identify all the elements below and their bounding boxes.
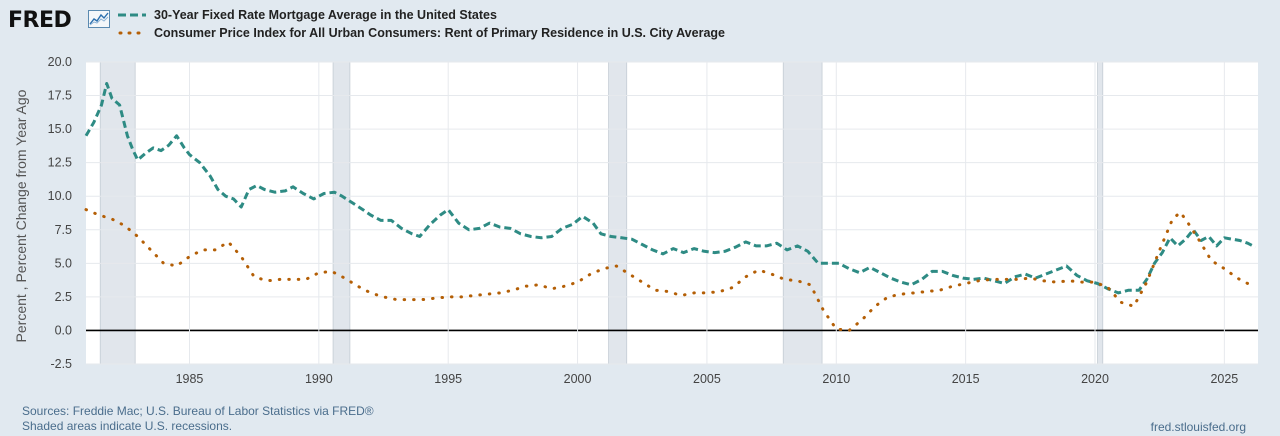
y-tick-label: -2.5	[50, 357, 72, 371]
y-tick-label: 17.5	[48, 89, 72, 103]
recession-band-0	[99, 61, 136, 365]
x-tick-label: 2005	[693, 372, 721, 386]
fred-logo[interactable]: FRED	[8, 8, 72, 33]
y-tick-label: 10.0	[48, 189, 72, 203]
legend-label-rent-cpi: Consumer Price Index for All Urban Consu…	[154, 26, 725, 40]
chart-footer-sources: Sources: Freddie Mac; U.S. Bureau of Lab…	[22, 404, 374, 434]
y-tick-label: 0.0	[55, 323, 72, 337]
recession-band-3	[782, 61, 823, 365]
x-tick-label: 2025	[1210, 372, 1238, 386]
x-tick-label: 2020	[1081, 372, 1109, 386]
x-tick-label: 2000	[564, 372, 592, 386]
series-line-mortgage	[84, 82, 1257, 295]
y-tick-label: 15.0	[48, 122, 72, 136]
gridlines	[86, 61, 1258, 365]
recession-note: Shaded areas indicate U.S. recessions.	[22, 419, 233, 433]
legend-entry-mortgage: 30-Year Fixed Rate Mortgage Average in t…	[116, 6, 725, 24]
y-axis-label: Percent , Percent Change from Year Ago	[13, 89, 29, 342]
line-chart: -2.5 0.0 2.5 5.0 7.5 10.0 12.5 15.0 17.5 20.0 1985…	[13, 55, 1258, 386]
axes: -2.5 0.0 2.5 5.0 7.5 10.0 12.5 15.0 17.5 20.0 1985…	[48, 55, 1239, 386]
site-link[interactable]: fred.stlouisfed.org	[1150, 420, 1246, 434]
plot-area	[86, 62, 1258, 364]
x-tick-label: 1985	[176, 372, 204, 386]
fred-graph-icon	[88, 10, 110, 28]
y-tick-label: 5.0	[55, 256, 72, 270]
x-tick-label: 1995	[434, 372, 462, 386]
recession-band-4	[1097, 61, 1104, 365]
y-tick-label: 2.5	[55, 290, 72, 304]
chart-legend: 30-Year Fixed Rate Mortgage Average in t…	[116, 6, 725, 42]
x-tick-label: 2015	[952, 372, 980, 386]
legend-swatch-dashed	[118, 13, 146, 17]
x-tick-label: 1990	[305, 372, 333, 386]
series-line-rent-cpi	[84, 208, 1250, 332]
series-lines	[84, 82, 1257, 332]
x-tick-label: 2010	[822, 372, 850, 386]
y-tick-label: 7.5	[55, 223, 72, 237]
sources-text: Sources: Freddie Mac; U.S. Bureau of Lab…	[22, 404, 374, 418]
legend-label-mortgage: 30-Year Fixed Rate Mortgage Average in t…	[154, 8, 497, 22]
recession-band-2	[608, 61, 628, 365]
recession-band-1	[332, 61, 351, 365]
recession-shading	[99, 61, 1104, 365]
y-tick-label: 20.0	[48, 55, 72, 69]
legend-entry-rent-cpi: Consumer Price Index for All Urban Consu…	[116, 24, 725, 42]
y-tick-label: 12.5	[48, 156, 72, 170]
